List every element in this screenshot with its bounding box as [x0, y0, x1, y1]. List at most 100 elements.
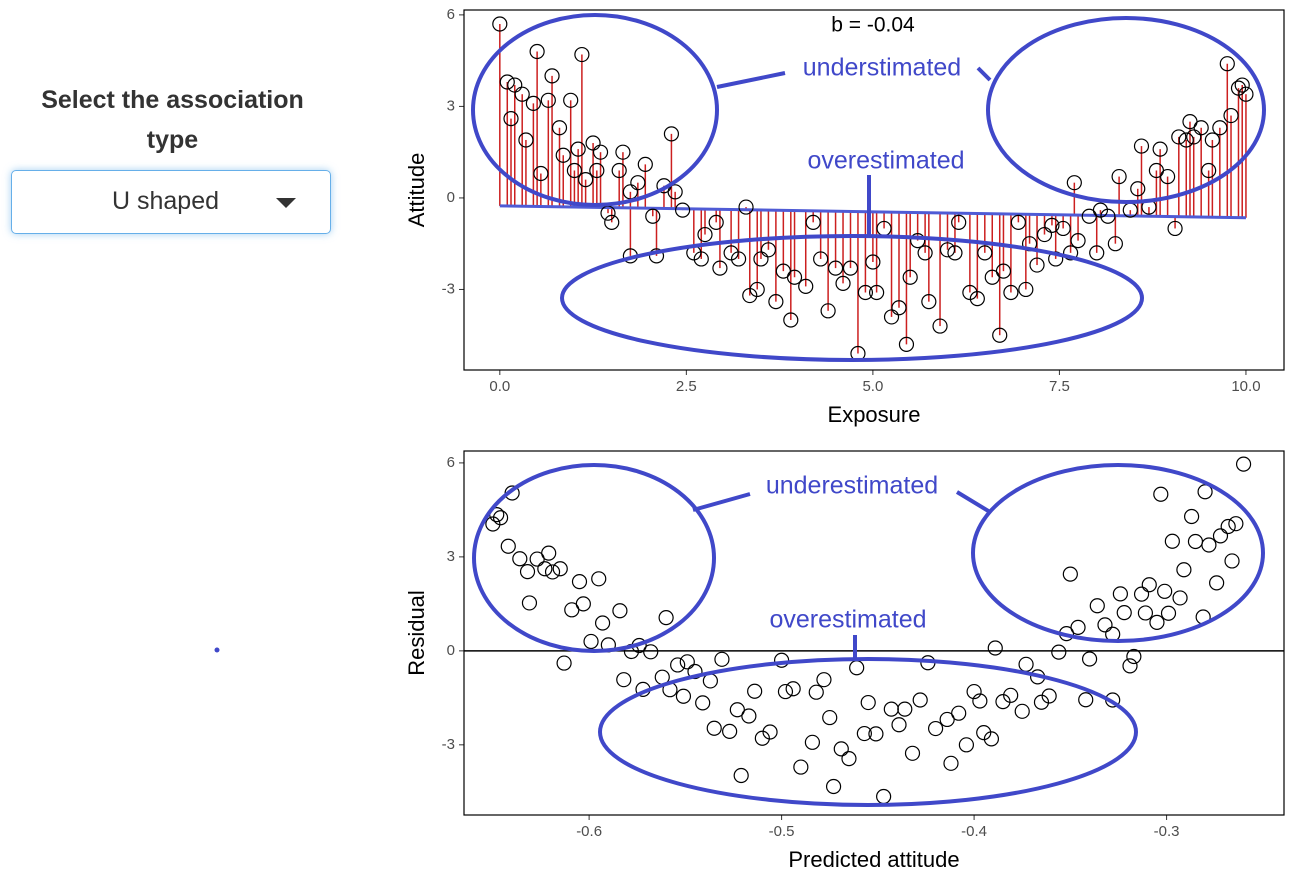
point	[1100, 208, 1116, 224]
point	[943, 755, 959, 771]
point	[1018, 656, 1034, 672]
point	[1224, 553, 1240, 569]
ellipse	[471, 13, 719, 207]
x-tick-label: 2.5	[676, 378, 697, 395]
point	[540, 92, 556, 108]
point	[697, 226, 713, 243]
point	[760, 242, 777, 258]
point	[1130, 181, 1146, 197]
point	[544, 68, 560, 84]
y-tick-label: 3	[447, 548, 455, 565]
point	[616, 672, 632, 688]
annotation: understimated	[803, 54, 961, 82]
point	[1029, 257, 1045, 273]
y-tick-label: 6	[447, 6, 455, 23]
point	[927, 720, 944, 737]
ellipse	[971, 463, 1265, 643]
point	[1111, 168, 1127, 185]
x-tick-label: -0.5	[769, 823, 795, 840]
point	[552, 561, 568, 577]
point	[1070, 619, 1086, 635]
point	[747, 683, 763, 699]
y-tick-label: 0	[447, 642, 455, 659]
point	[1212, 528, 1229, 544]
point	[1097, 617, 1113, 633]
y-tick-label: 0	[447, 189, 455, 206]
point	[675, 688, 692, 704]
point	[798, 278, 814, 295]
point	[738, 199, 754, 215]
point	[733, 767, 749, 784]
point	[492, 510, 509, 526]
point	[902, 269, 918, 285]
point	[566, 162, 583, 179]
point	[1051, 644, 1067, 660]
annotation: overestimated	[769, 606, 926, 634]
ellipse	[986, 16, 1266, 204]
point	[1089, 245, 1105, 261]
point	[503, 111, 519, 127]
point	[518, 132, 534, 148]
point	[904, 745, 921, 761]
point	[1176, 562, 1192, 578]
point	[932, 318, 948, 334]
point	[969, 291, 985, 307]
point	[1126, 648, 1142, 665]
point	[1178, 132, 1194, 148]
point	[1234, 77, 1250, 93]
point	[987, 640, 1003, 656]
select-label: Select the association type	[41, 86, 304, 154]
y-tick-label: 3	[447, 97, 455, 114]
point	[917, 245, 933, 261]
point	[1228, 516, 1244, 532]
point	[995, 694, 1011, 710]
point	[695, 695, 711, 711]
y-axis-title: Attitude	[404, 153, 429, 228]
point	[1044, 217, 1060, 233]
point	[1219, 56, 1235, 72]
x-tick-label: 5.0	[862, 378, 883, 395]
point	[1201, 537, 1217, 553]
point	[1238, 86, 1254, 102]
x-tick-label: 7.5	[1049, 378, 1070, 395]
point	[1116, 605, 1132, 621]
point	[774, 652, 790, 668]
point	[1204, 132, 1220, 148]
point	[992, 327, 1008, 343]
connector	[692, 490, 992, 660]
point	[966, 683, 982, 700]
point	[1003, 284, 1019, 301]
point	[679, 654, 695, 670]
point	[822, 709, 838, 726]
point	[777, 683, 794, 700]
point	[585, 135, 601, 151]
point	[785, 681, 801, 697]
point	[521, 595, 538, 611]
point	[604, 214, 620, 230]
x-tick-label: -0.4	[961, 823, 987, 840]
point	[1137, 605, 1154, 621]
point	[529, 551, 545, 567]
point	[712, 260, 728, 276]
x-tick-label: -0.3	[1154, 823, 1180, 840]
annotations: b = -0.04 understimated overestimated un…	[471, 13, 1266, 807]
connector	[716, 66, 992, 237]
point	[551, 120, 568, 136]
point	[555, 147, 571, 163]
point	[687, 663, 703, 680]
point	[611, 162, 627, 179]
y-tick-label: 6	[447, 454, 455, 471]
x-tick-label: 0.0	[489, 378, 510, 395]
point	[583, 633, 599, 650]
point	[842, 260, 859, 276]
association-select[interactable]: U shaped	[11, 170, 331, 234]
point	[816, 672, 832, 688]
point	[485, 516, 501, 532]
point	[1220, 518, 1236, 535]
point	[591, 571, 607, 587]
point	[876, 788, 892, 805]
point	[730, 251, 747, 267]
point	[883, 701, 899, 717]
point	[1201, 162, 1217, 179]
